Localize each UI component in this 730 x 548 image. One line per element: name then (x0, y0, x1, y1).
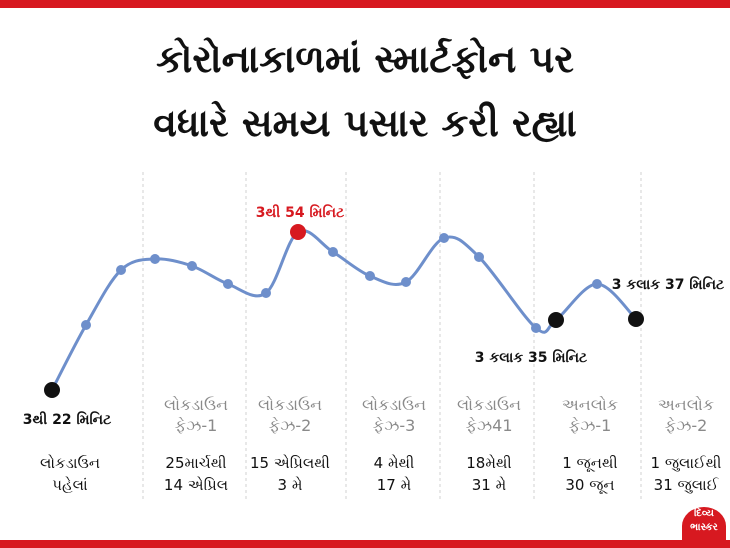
series-line (50, 229, 638, 391)
phase-dates: 25માર્ચથી 14 એપ્રિલ (163, 454, 229, 494)
phase-dates: 15 એપ્રિલથી 3 મે (250, 454, 330, 494)
phase-name: લોકડાઉન ફેઝ-3 (361, 395, 427, 435)
highlight-point (548, 312, 564, 328)
phase-name: અનલોક ફેઝ-2 (657, 395, 715, 435)
data-point (261, 288, 271, 298)
data-point (328, 247, 338, 257)
phase-name: લોકડાઉન ફેઝ41 (456, 395, 522, 435)
data-point (365, 271, 375, 281)
phase-name: લોકડાઉન ફેઝ-1 (163, 395, 229, 435)
phase-dates: 4 મેથી 17 મે (373, 454, 415, 494)
data-point (592, 279, 602, 289)
data-point (223, 279, 233, 289)
annotation-label: 3 કલાક 37 મિનિટ (612, 276, 725, 293)
highlight-point (628, 311, 644, 327)
data-point (401, 277, 411, 287)
highlight-point (290, 224, 306, 240)
phase-dates: 1 જુલાઈથી 31 જુલાઈ (650, 454, 722, 494)
phase-dates: લોકડાઉન પહેલાં (39, 454, 101, 494)
phase-name: અનલોક ફેઝ-1 (561, 395, 619, 435)
bottom-red-bar (0, 540, 730, 548)
annotation-label: 3થી 22 મિનિટ (23, 411, 112, 428)
data-point (150, 254, 160, 264)
headline-line-1: કોરોનાકાળમાં સ્માર્ટફોન પર (156, 37, 574, 81)
brand-logo: દિવ્ય ભાસ્કર (682, 507, 726, 545)
data-point (439, 233, 449, 243)
data-point (116, 265, 126, 275)
phase-name: લોકડાઉન ફેઝ-2 (257, 395, 323, 435)
data-point (474, 252, 484, 262)
annotation-label: 3થી 54 મિનિટ (256, 204, 345, 221)
top-red-bar (0, 0, 730, 8)
data-point (531, 323, 541, 333)
data-point (187, 261, 197, 271)
phase-dates: 18મેથી 31 મે (466, 454, 512, 494)
phase-dates: 1 જૂનથી 30 જૂન (562, 454, 618, 494)
headline-line-2: વધારે સમય પસાર કરી રહ્યા (153, 101, 577, 145)
highlight-point (44, 382, 60, 398)
annotation-label: 3 કલાક 35 મિનિટ (475, 349, 588, 366)
data-point (81, 320, 91, 330)
